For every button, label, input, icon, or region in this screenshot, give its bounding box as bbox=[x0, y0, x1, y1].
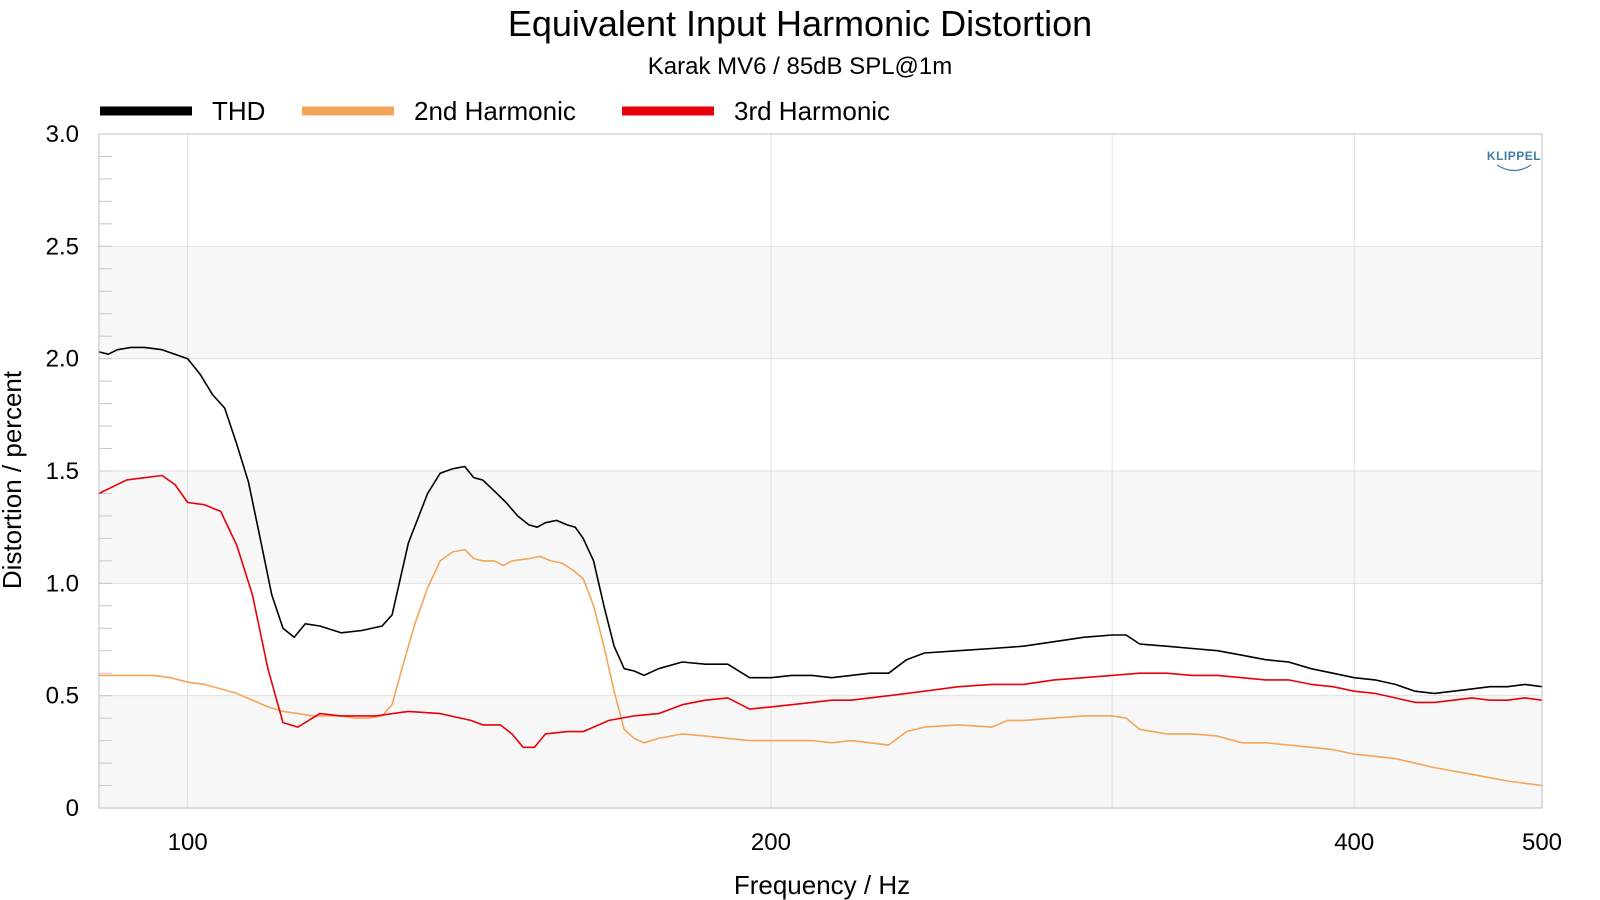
x-tick-label: 400 bbox=[1334, 829, 1374, 856]
x-tick-label: 100 bbox=[168, 829, 208, 856]
background-band bbox=[99, 246, 1542, 359]
series-line-2nd-harmonic bbox=[98, 548, 1543, 787]
y-tick-labels: 0 0.5 1.0 1.5 2.0 2.5 3.0 bbox=[46, 121, 79, 822]
legend-item: THD bbox=[100, 96, 265, 126]
plot-frame bbox=[98, 133, 1543, 809]
y-axis-label: Distortion / percent bbox=[0, 370, 27, 589]
series-line-3rd-harmonic bbox=[98, 474, 1543, 749]
y-tick-label: 3.0 bbox=[46, 121, 79, 148]
x-tick-label: 200 bbox=[751, 829, 791, 856]
x-axis-label: Frequency / Hz bbox=[734, 870, 910, 900]
grid-lines bbox=[99, 134, 1542, 808]
series-lines bbox=[98, 346, 1543, 787]
x-tick-label: 500 bbox=[1522, 829, 1562, 856]
background-band bbox=[99, 583, 1542, 696]
legend: THD 2nd Harmonic 3rd Harmonic bbox=[100, 96, 890, 126]
background-band bbox=[99, 358, 1542, 471]
legend-label: 2nd Harmonic bbox=[414, 96, 576, 126]
y-tick-label: 2.0 bbox=[46, 346, 79, 373]
chart-title: Equivalent Input Harmonic Distortion bbox=[508, 3, 1092, 44]
klippel-logo-swoosh-icon bbox=[1496, 164, 1532, 172]
chart-subtitle: Karak MV6 / 85dB SPL@1m bbox=[648, 53, 953, 80]
legend-item: 2nd Harmonic bbox=[302, 96, 576, 126]
x-tick-labels: 100 200 400 500 bbox=[168, 829, 1562, 856]
series-line-thd bbox=[98, 346, 1543, 695]
y-tick-label: 2.5 bbox=[46, 233, 79, 260]
klippel-logo: KLIPPEL bbox=[1487, 149, 1541, 172]
legend-label: THD bbox=[212, 96, 265, 126]
background-band bbox=[99, 134, 1542, 247]
y-tick-label: 1.0 bbox=[46, 570, 79, 597]
y-tick-label: 0 bbox=[66, 795, 79, 822]
legend-label: 3rd Harmonic bbox=[734, 96, 890, 126]
y-tick-label: 1.5 bbox=[46, 458, 79, 485]
background-band bbox=[99, 695, 1542, 808]
y-tick-label: 0.5 bbox=[46, 683, 79, 710]
background-band bbox=[99, 471, 1542, 584]
plot-background-bands bbox=[99, 134, 1542, 808]
klippel-logo-text: KLIPPEL bbox=[1487, 149, 1541, 163]
legend-item: 3rd Harmonic bbox=[622, 96, 890, 126]
